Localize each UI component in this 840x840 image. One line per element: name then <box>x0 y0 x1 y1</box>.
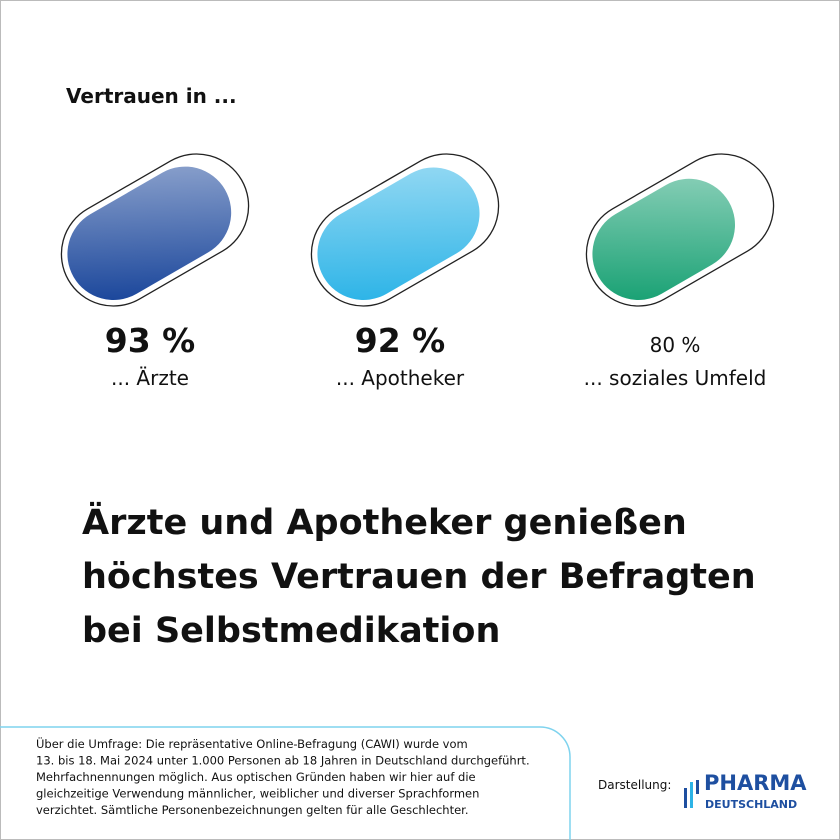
footnote-line: 13. bis 18. Mai 2024 unter 1.000 Persone… <box>36 754 530 768</box>
pill <box>60 153 250 307</box>
value-label: 92 % <box>355 321 445 360</box>
logo-icon <box>684 780 699 808</box>
footnote-line: Mehrfachnennungen möglich. Aus optischen… <box>36 770 476 784</box>
footnote-line: gleichzeitige Verwendung männlicher, wei… <box>36 787 479 801</box>
footnote-line: verzichtet. Sämtliche Personenbezeichnun… <box>36 803 469 817</box>
headline-line: Ärzte und Apotheker genießen <box>82 501 687 543</box>
pill-fill <box>317 167 480 300</box>
category-label: ... Ärzte <box>111 366 189 390</box>
headline-line: höchstes Vertrauen der Befragten <box>82 557 756 597</box>
pill-fill <box>67 166 232 300</box>
footnote-box <box>0 726 571 840</box>
footnote-line: Über die Umfrage: Die repräsentative Onl… <box>36 735 468 751</box>
pill-fill <box>592 178 736 300</box>
value-label: 80 % <box>650 333 701 357</box>
chart-title: Vertrauen in ... <box>66 84 237 108</box>
headline-line: bei Selbstmedikation <box>82 611 500 651</box>
pill <box>310 153 500 307</box>
credit: Darstellung: <box>598 778 671 792</box>
category-label: ... Apotheker <box>336 366 465 390</box>
value-label: 93 % <box>105 321 195 360</box>
logo-line2: DEUTSCHLAND <box>705 798 797 811</box>
pill <box>585 153 775 307</box>
logo-line1: PHARMA <box>704 771 807 795</box>
category-label: ... soziales Umfeld <box>584 366 767 390</box>
